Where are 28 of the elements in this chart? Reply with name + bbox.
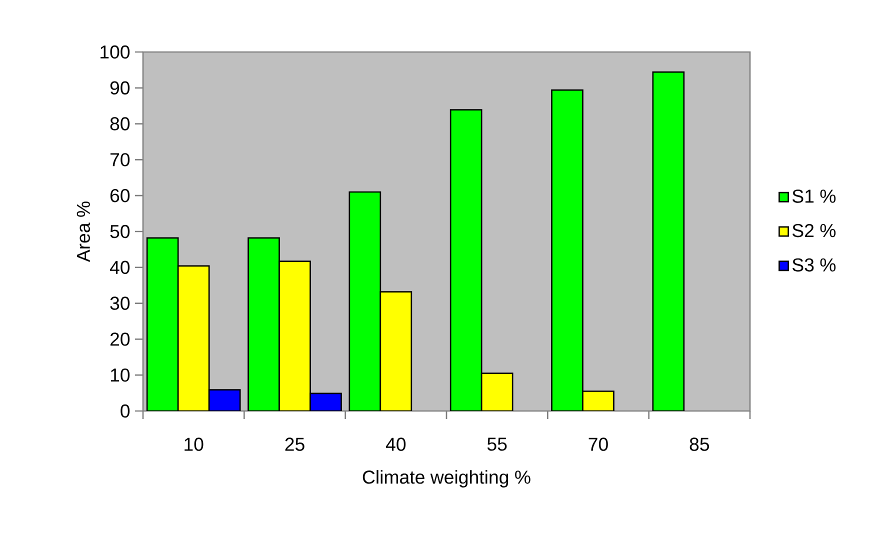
x-tick-label: 40 (386, 438, 406, 451)
y-tick-label: 30 (110, 296, 130, 310)
y-tick-label: 0 (120, 404, 130, 418)
bar (278, 260, 311, 411)
y-axis-title: Area % (76, 202, 90, 262)
x-axis-title: Climate weighting % (362, 470, 530, 488)
bar (380, 291, 412, 411)
x-tick-label: 25 (285, 438, 304, 451)
y-tick-label: 20 (110, 332, 130, 346)
legend-label: S3 % (792, 258, 836, 272)
y-tick-label: 90 (110, 81, 130, 95)
y-tick-label: 10 (110, 368, 130, 382)
y-tick-label: 40 (110, 260, 130, 274)
y-tick-label: 60 (110, 188, 130, 202)
x-tick-label: 10 (184, 438, 204, 451)
x-tick-label: 85 (690, 438, 710, 451)
bar (208, 389, 241, 411)
legend-label: S2 % (792, 224, 836, 238)
x-tick-label: 70 (588, 438, 608, 451)
legend-label: S1 % (792, 190, 836, 203)
bar (652, 71, 685, 411)
y-tick-label: 100 (100, 45, 130, 59)
y-tick-label: 50 (110, 224, 130, 238)
y-tick-label: 70 (110, 153, 130, 166)
bar (177, 265, 210, 411)
x-tick-label: 55 (487, 438, 507, 451)
y-tick-label: 80 (110, 117, 130, 130)
bar (480, 372, 514, 411)
